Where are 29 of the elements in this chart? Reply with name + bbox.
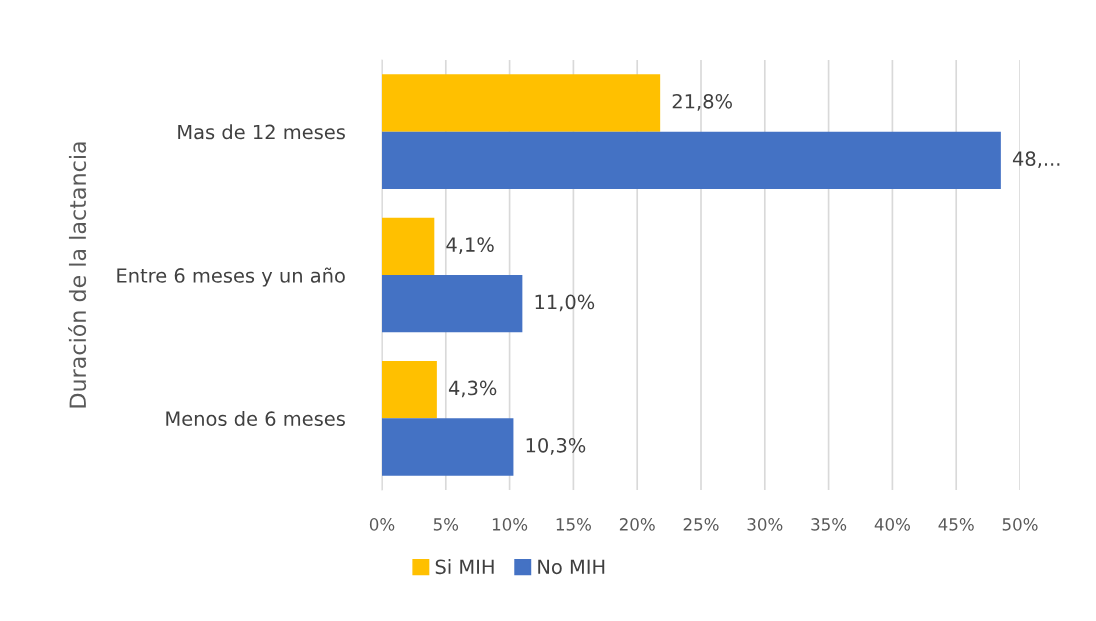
bar (382, 217, 435, 275)
y-tick-label: Menos de 6 meses (166, 410, 345, 426)
x-tick-label: 10% (492, 518, 528, 531)
x-tick-label: 45% (938, 518, 974, 531)
data-label: 10,3% (526, 437, 586, 455)
bar (382, 418, 514, 476)
x-tick-label: 50% (1002, 518, 1038, 531)
x-tick-label: 0% (369, 518, 395, 531)
x-tick-label: 25% (683, 518, 719, 531)
data-label: 4,3% (448, 380, 497, 398)
data-label: 11,0% (535, 294, 595, 312)
data-label: 48,... (1012, 151, 1060, 168)
bar (382, 131, 1001, 189)
x-tick-label: 30% (747, 518, 783, 531)
x-tick-label: 15% (556, 518, 591, 531)
y-tick-label: Entre 6 meses y un año (117, 267, 345, 287)
bar (382, 74, 661, 132)
data-label: 4,1% (446, 237, 494, 254)
bar (382, 275, 523, 333)
legend-label: No MIH (538, 559, 605, 575)
legend-label: Si MIH (435, 559, 494, 575)
x-tick-label: 35% (811, 518, 847, 531)
x-tick-label: 5% (433, 518, 459, 531)
y-axis-title: Duración de la lactancia (68, 142, 87, 408)
x-tick-label: 40% (874, 518, 910, 531)
bar (382, 361, 437, 419)
x-tick-label: 20% (619, 518, 655, 531)
data-label: 21,8% (672, 93, 732, 111)
y-tick-label: Mas de 12 meses (178, 124, 345, 140)
